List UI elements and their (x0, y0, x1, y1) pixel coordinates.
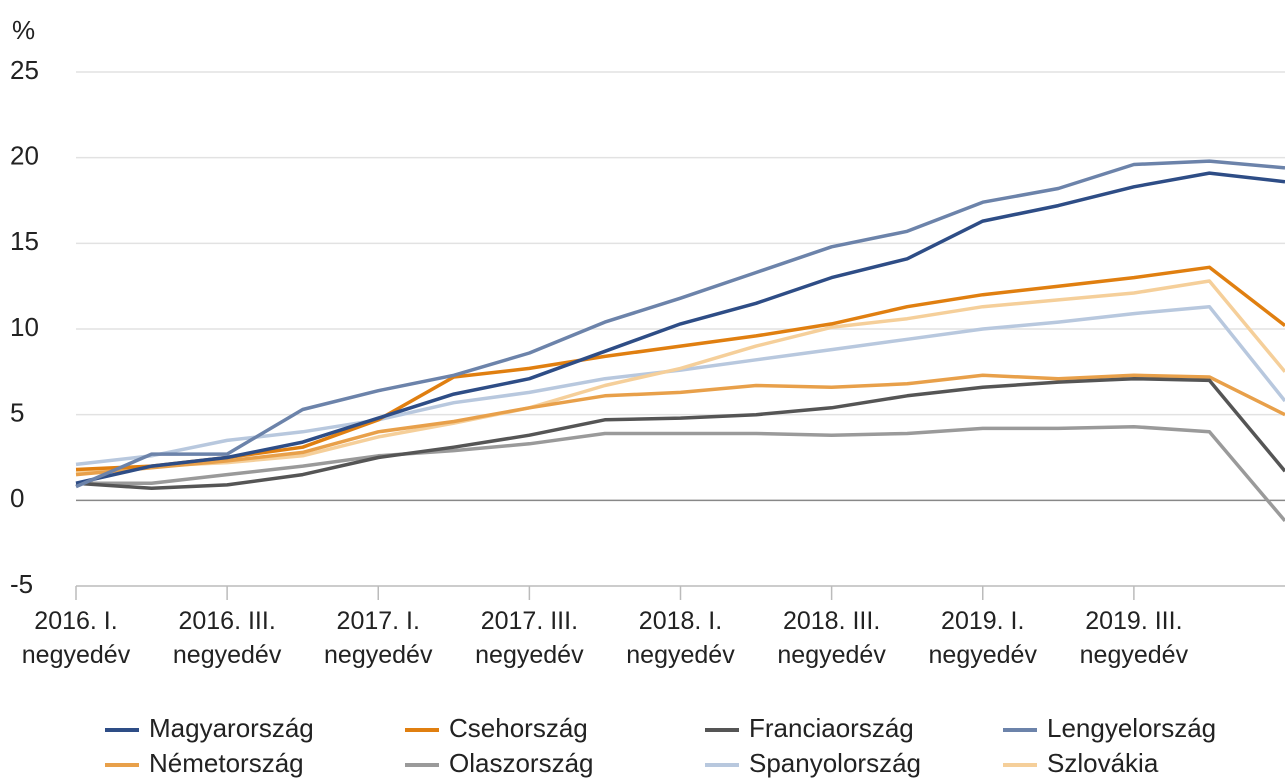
x-tick-label: 2017. I. negyedév (324, 607, 433, 669)
series-line (75, 159, 1285, 489)
legend-label: Németország (149, 748, 304, 778)
x-tick-label: 2016. III. negyedév (172, 607, 282, 669)
x-tick-label: 2017. III. negyedév (475, 607, 584, 669)
legend-label: Franciaország (749, 713, 914, 743)
y-axis-label: % (12, 15, 35, 45)
x-tick-label: 2016. I. negyedév (21, 607, 131, 669)
y-tick-label: 15 (10, 226, 39, 256)
series-line (76, 424, 1285, 523)
y-tick-label: 5 (10, 398, 24, 428)
y-tick-label: 10 (10, 312, 39, 342)
legend-label: Lengyelország (1047, 713, 1216, 743)
x-tick-label: 2018. I. negyedév (626, 607, 735, 669)
legend-label: Olaszország (449, 748, 594, 778)
series-line (75, 265, 1285, 472)
legend-label: Spanyolország (749, 748, 921, 778)
legend-label: Csehország (449, 713, 588, 743)
x-tick-label: 2019. III. negyedév (1079, 607, 1189, 669)
y-tick-label: 20 (10, 141, 39, 171)
y-tick-label: 0 (10, 483, 24, 513)
series-line (75, 279, 1285, 475)
series-line (75, 376, 1285, 491)
x-tick-label: 2018. III. negyedév (777, 607, 886, 669)
y-tick-label: -5 (10, 569, 33, 599)
series-line (75, 373, 1285, 477)
series-line (75, 304, 1285, 467)
legend-label: Magyarország (149, 713, 314, 743)
x-tick-label: 2019. I. negyedév (928, 607, 1037, 669)
legend-label: Szlovákia (1047, 748, 1159, 778)
series-line (75, 171, 1285, 485)
y-tick-label: 25 (10, 55, 39, 85)
